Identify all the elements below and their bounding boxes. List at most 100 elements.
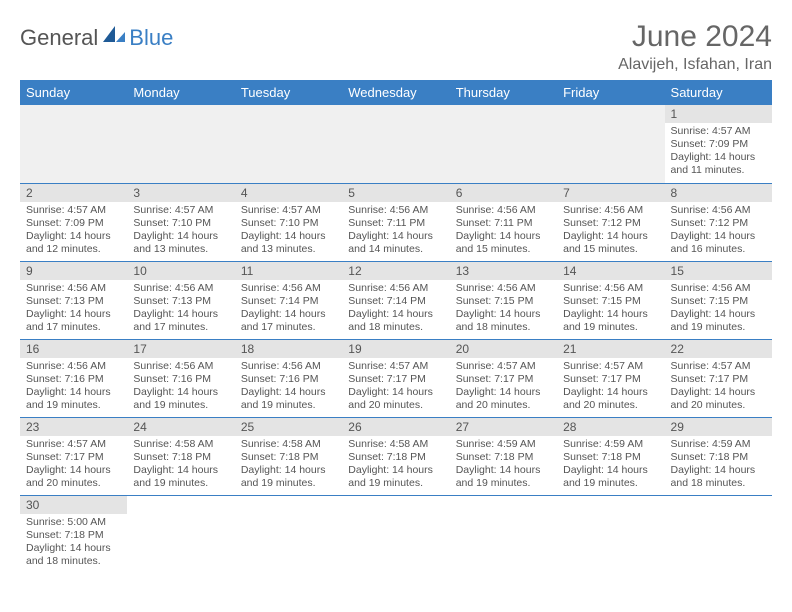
blank-cell — [235, 495, 342, 573]
day-content: Sunrise: 4:58 AMSunset: 7:18 PMDaylight:… — [127, 436, 234, 495]
day-content: Sunrise: 4:56 AMSunset: 7:15 PMDaylight:… — [450, 280, 557, 339]
weekday-header: Monday — [127, 80, 234, 105]
day-content: Sunrise: 4:56 AMSunset: 7:12 PMDaylight:… — [557, 202, 664, 261]
weekday-header: Tuesday — [235, 80, 342, 105]
day-content: Sunrise: 4:57 AMSunset: 7:09 PMDaylight:… — [20, 202, 127, 261]
day-number: 25 — [235, 418, 342, 436]
day-content: Sunrise: 4:56 AMSunset: 7:15 PMDaylight:… — [557, 280, 664, 339]
day-number: 27 — [450, 418, 557, 436]
day-number: 8 — [665, 184, 772, 202]
location: Alavijeh, Isfahan, Iran — [618, 56, 772, 74]
blank-cell — [235, 105, 342, 183]
logo-sail-icon — [101, 24, 127, 44]
day-cell: 27Sunrise: 4:59 AMSunset: 7:18 PMDayligh… — [450, 417, 557, 495]
day-number: 4 — [235, 184, 342, 202]
calendar-body: 1Sunrise: 4:57 AMSunset: 7:09 PMDaylight… — [20, 105, 772, 573]
day-cell: 22Sunrise: 4:57 AMSunset: 7:17 PMDayligh… — [665, 339, 772, 417]
day-number: 14 — [557, 262, 664, 280]
calendar-table: SundayMondayTuesdayWednesdayThursdayFrid… — [20, 80, 772, 573]
day-number: 1 — [665, 105, 772, 123]
day-content: Sunrise: 4:57 AMSunset: 7:17 PMDaylight:… — [20, 436, 127, 495]
day-number: 3 — [127, 184, 234, 202]
day-content: Sunrise: 4:56 AMSunset: 7:12 PMDaylight:… — [665, 202, 772, 261]
day-number: 22 — [665, 340, 772, 358]
title-block: June 2024 Alavijeh, Isfahan, Iran — [618, 20, 772, 74]
day-cell: 23Sunrise: 4:57 AMSunset: 7:17 PMDayligh… — [20, 417, 127, 495]
logo: General Blue — [20, 24, 173, 52]
day-cell: 25Sunrise: 4:58 AMSunset: 7:18 PMDayligh… — [235, 417, 342, 495]
weekday-header: Friday — [557, 80, 664, 105]
logo-text-general: General — [20, 25, 98, 51]
day-cell: 6Sunrise: 4:56 AMSunset: 7:11 PMDaylight… — [450, 183, 557, 261]
day-number: 20 — [450, 340, 557, 358]
day-number: 9 — [20, 262, 127, 280]
day-cell: 30Sunrise: 5:00 AMSunset: 7:18 PMDayligh… — [20, 495, 127, 573]
day-cell: 5Sunrise: 4:56 AMSunset: 7:11 PMDaylight… — [342, 183, 449, 261]
day-content: Sunrise: 4:57 AMSunset: 7:17 PMDaylight:… — [665, 358, 772, 417]
day-content: Sunrise: 4:56 AMSunset: 7:14 PMDaylight:… — [342, 280, 449, 339]
day-cell: 24Sunrise: 4:58 AMSunset: 7:18 PMDayligh… — [127, 417, 234, 495]
calendar-row: 1Sunrise: 4:57 AMSunset: 7:09 PMDaylight… — [20, 105, 772, 183]
day-content: Sunrise: 4:57 AMSunset: 7:17 PMDaylight:… — [450, 358, 557, 417]
day-number: 12 — [342, 262, 449, 280]
blank-cell — [450, 495, 557, 573]
day-cell: 3Sunrise: 4:57 AMSunset: 7:10 PMDaylight… — [127, 183, 234, 261]
day-number: 21 — [557, 340, 664, 358]
weekday-header: Thursday — [450, 80, 557, 105]
day-content: Sunrise: 4:56 AMSunset: 7:16 PMDaylight:… — [127, 358, 234, 417]
day-cell: 28Sunrise: 4:59 AMSunset: 7:18 PMDayligh… — [557, 417, 664, 495]
day-cell: 1Sunrise: 4:57 AMSunset: 7:09 PMDaylight… — [665, 105, 772, 183]
day-content: Sunrise: 4:56 AMSunset: 7:16 PMDaylight:… — [235, 358, 342, 417]
day-cell: 19Sunrise: 4:57 AMSunset: 7:17 PMDayligh… — [342, 339, 449, 417]
day-number: 16 — [20, 340, 127, 358]
day-content: Sunrise: 4:58 AMSunset: 7:18 PMDaylight:… — [342, 436, 449, 495]
day-number: 18 — [235, 340, 342, 358]
day-cell: 18Sunrise: 4:56 AMSunset: 7:16 PMDayligh… — [235, 339, 342, 417]
day-content: Sunrise: 5:00 AMSunset: 7:18 PMDaylight:… — [20, 514, 127, 573]
day-cell: 2Sunrise: 4:57 AMSunset: 7:09 PMDaylight… — [20, 183, 127, 261]
day-number: 6 — [450, 184, 557, 202]
day-content: Sunrise: 4:56 AMSunset: 7:13 PMDaylight:… — [127, 280, 234, 339]
day-cell: 10Sunrise: 4:56 AMSunset: 7:13 PMDayligh… — [127, 261, 234, 339]
blank-cell — [557, 495, 664, 573]
day-number: 30 — [20, 496, 127, 514]
blank-cell — [127, 105, 234, 183]
blank-cell — [450, 105, 557, 183]
day-cell: 11Sunrise: 4:56 AMSunset: 7:14 PMDayligh… — [235, 261, 342, 339]
day-cell: 17Sunrise: 4:56 AMSunset: 7:16 PMDayligh… — [127, 339, 234, 417]
day-cell: 13Sunrise: 4:56 AMSunset: 7:15 PMDayligh… — [450, 261, 557, 339]
day-cell: 14Sunrise: 4:56 AMSunset: 7:15 PMDayligh… — [557, 261, 664, 339]
day-content: Sunrise: 4:56 AMSunset: 7:11 PMDaylight:… — [450, 202, 557, 261]
day-number: 24 — [127, 418, 234, 436]
calendar-row: 23Sunrise: 4:57 AMSunset: 7:17 PMDayligh… — [20, 417, 772, 495]
day-cell: 16Sunrise: 4:56 AMSunset: 7:16 PMDayligh… — [20, 339, 127, 417]
day-number: 28 — [557, 418, 664, 436]
day-number: 10 — [127, 262, 234, 280]
day-content: Sunrise: 4:56 AMSunset: 7:13 PMDaylight:… — [20, 280, 127, 339]
day-cell: 12Sunrise: 4:56 AMSunset: 7:14 PMDayligh… — [342, 261, 449, 339]
weekday-header: Wednesday — [342, 80, 449, 105]
day-content: Sunrise: 4:59 AMSunset: 7:18 PMDaylight:… — [450, 436, 557, 495]
day-content: Sunrise: 4:57 AMSunset: 7:17 PMDaylight:… — [342, 358, 449, 417]
header: General Blue June 2024 Alavijeh, Isfahan… — [20, 20, 772, 74]
day-cell: 4Sunrise: 4:57 AMSunset: 7:10 PMDaylight… — [235, 183, 342, 261]
day-number: 11 — [235, 262, 342, 280]
day-number: 2 — [20, 184, 127, 202]
logo-text-blue: Blue — [129, 25, 173, 51]
day-cell: 7Sunrise: 4:56 AMSunset: 7:12 PMDaylight… — [557, 183, 664, 261]
day-cell: 8Sunrise: 4:56 AMSunset: 7:12 PMDaylight… — [665, 183, 772, 261]
day-content: Sunrise: 4:57 AMSunset: 7:09 PMDaylight:… — [665, 123, 772, 182]
day-number: 13 — [450, 262, 557, 280]
day-number: 19 — [342, 340, 449, 358]
day-number: 23 — [20, 418, 127, 436]
weekday-header-row: SundayMondayTuesdayWednesdayThursdayFrid… — [20, 80, 772, 105]
day-cell: 20Sunrise: 4:57 AMSunset: 7:17 PMDayligh… — [450, 339, 557, 417]
day-content: Sunrise: 4:57 AMSunset: 7:17 PMDaylight:… — [557, 358, 664, 417]
blank-cell — [665, 495, 772, 573]
day-cell: 21Sunrise: 4:57 AMSunset: 7:17 PMDayligh… — [557, 339, 664, 417]
day-content: Sunrise: 4:59 AMSunset: 7:18 PMDaylight:… — [665, 436, 772, 495]
day-number: 7 — [557, 184, 664, 202]
blank-cell — [127, 495, 234, 573]
blank-cell — [342, 105, 449, 183]
day-cell: 15Sunrise: 4:56 AMSunset: 7:15 PMDayligh… — [665, 261, 772, 339]
